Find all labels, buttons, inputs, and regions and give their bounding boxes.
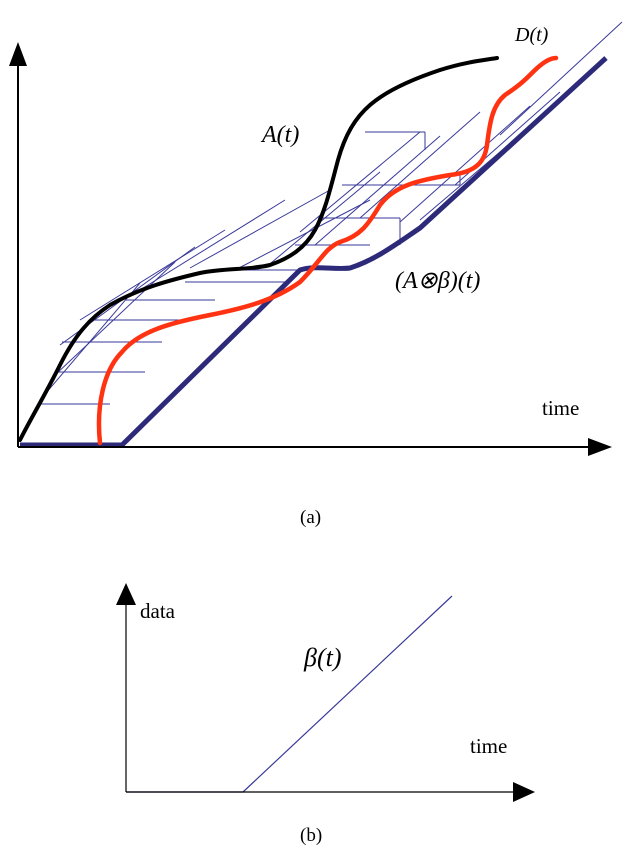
- shifted-service-line-9: [299, 131, 421, 233]
- y-axis-arrow-b: [116, 583, 136, 605]
- caption-a: (a): [300, 507, 321, 528]
- caption-b: (b): [300, 825, 322, 846]
- panel-a: time A(t) D(t) (A⊗β)(t) (a): [9, 21, 623, 528]
- convolution-label: (A⊗β)(t): [395, 268, 480, 294]
- departure-curve-d: [96, 55, 559, 446]
- shifted-service-line-8: [264, 171, 381, 269]
- panel-b: data time β(t) (b): [116, 583, 535, 846]
- construction-lines: [38, 21, 623, 405]
- service-curve-beta: [126, 595, 453, 793]
- panel-b-axes: [116, 583, 535, 802]
- shifted-service-line-11: [359, 111, 481, 219]
- x-axis-label-a: time: [542, 396, 579, 420]
- x-axis-arrow-b: [513, 782, 535, 802]
- y-axis-arrow-a: [9, 42, 27, 66]
- shifted-service-line-7: [234, 199, 371, 271]
- beta-label: β(t): [303, 643, 342, 672]
- panel-a-axes: [9, 42, 612, 456]
- shifted-service-line-4: [79, 229, 226, 321]
- shifted-service-line-6: [189, 189, 331, 269]
- shifted-service-line-16: [499, 21, 623, 136]
- curve-d-label: D(t): [514, 24, 549, 46]
- y-axis-label-b: data: [140, 599, 176, 623]
- shifted-service-line-5: [139, 199, 286, 291]
- arrival-curve-a: [18, 56, 499, 442]
- convolution-curve: [20, 56, 608, 448]
- shifted-service-line-12: [399, 105, 531, 223]
- curve-a-label: A(t): [260, 122, 299, 148]
- x-axis-arrow-a: [588, 438, 612, 456]
- x-axis-label-b: time: [470, 734, 507, 758]
- shifted-service-line-10: [314, 135, 441, 246]
